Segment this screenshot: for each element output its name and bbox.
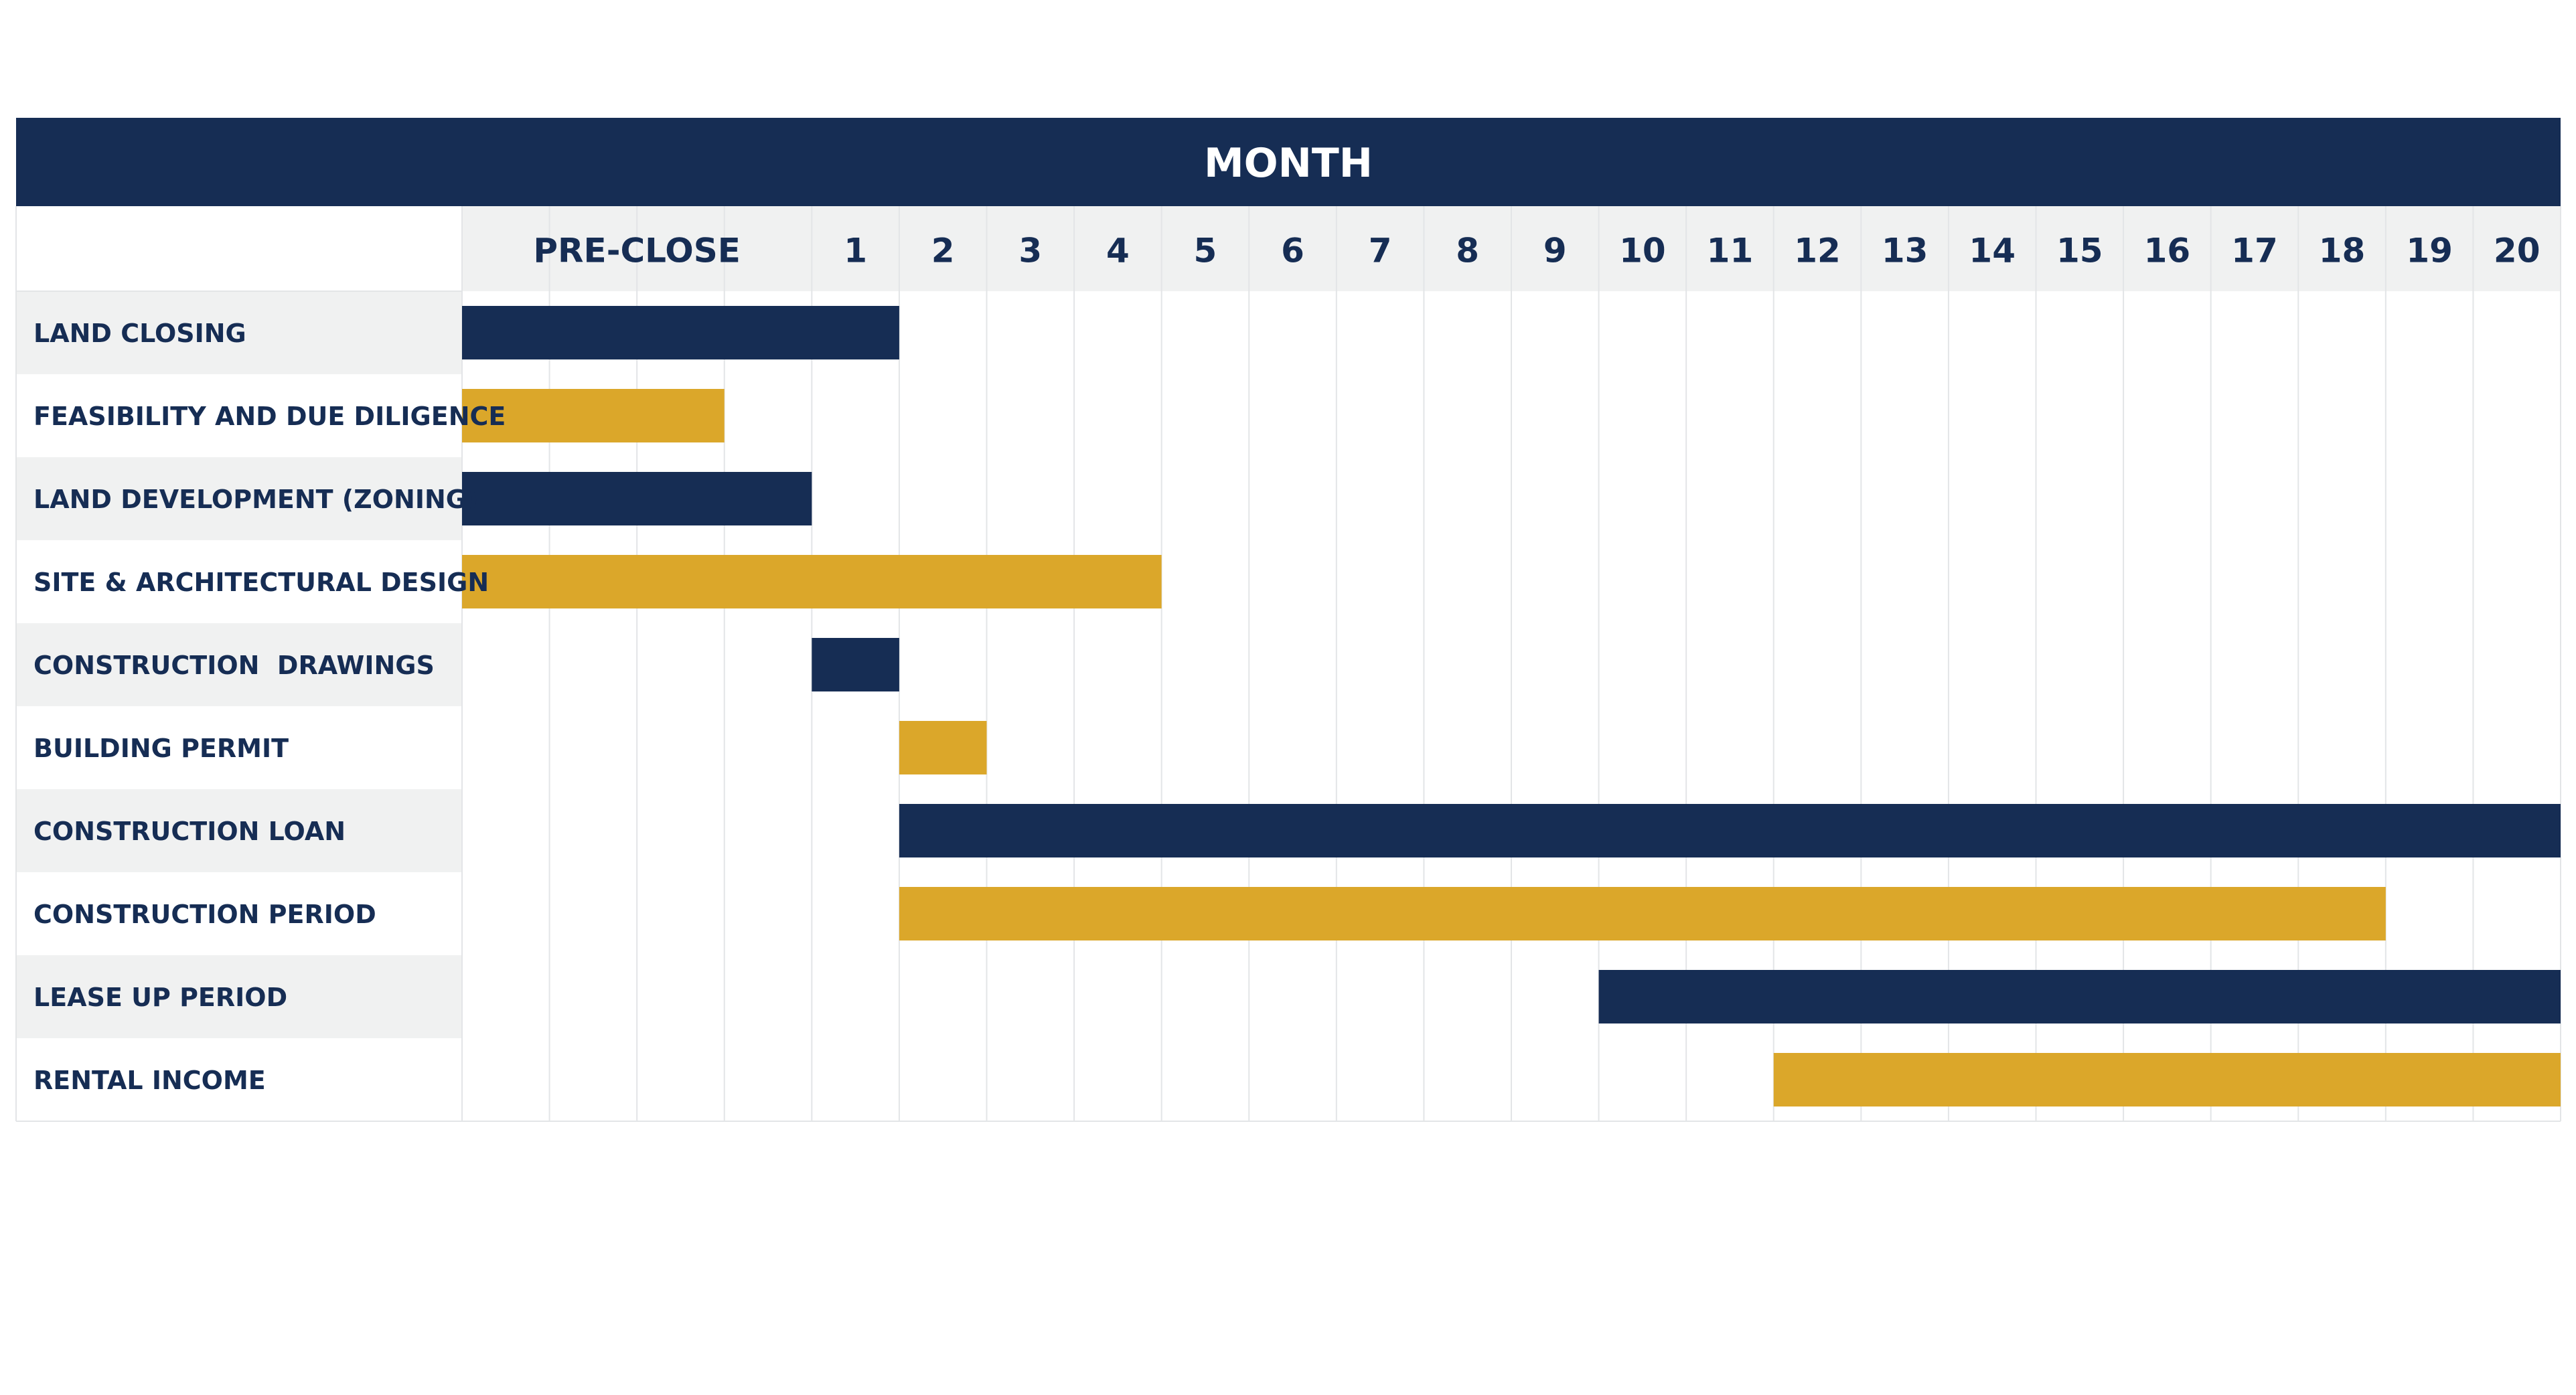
task-bar — [812, 638, 899, 691]
column-label-month: 6 — [1281, 232, 1304, 270]
task-label: RENTAL INCOME — [33, 1066, 266, 1095]
column-label-month: 14 — [1969, 232, 2016, 270]
column-label-month: 4 — [1106, 232, 1130, 270]
column-label-month: 11 — [1707, 232, 1754, 270]
row-stripe — [16, 789, 462, 872]
column-label-month: 16 — [2144, 232, 2191, 270]
column-label-month: 15 — [2056, 232, 2103, 270]
column-label-month: 17 — [2231, 232, 2278, 270]
column-label-month: 10 — [1619, 232, 1666, 270]
column-label-month: 1 — [844, 232, 867, 270]
task-bar — [899, 887, 2386, 940]
column-label-month: 12 — [1794, 232, 1841, 270]
column-label-month: 20 — [2494, 232, 2541, 270]
task-label: FEASIBILITY AND DUE DILIGENCE — [33, 402, 506, 431]
task-label: CONSTRUCTION LOAN — [33, 817, 346, 846]
column-label-pre-close: PRE-CLOSE — [533, 232, 741, 270]
task-bar — [462, 389, 725, 442]
task-label: LAND CLOSING — [33, 319, 246, 348]
chart-title: MONTH — [1204, 140, 1373, 187]
task-label: CONSTRUCTION PERIOD — [33, 900, 376, 929]
task-label: SITE & ARCHITECTURAL DESIGN — [33, 568, 489, 597]
column-label-month: 13 — [1882, 232, 1928, 270]
task-bar — [1773, 1053, 2561, 1106]
row-stripe — [16, 291, 462, 374]
task-bar — [899, 721, 987, 774]
column-label-month: 5 — [1194, 232, 1217, 270]
month-header-bar — [16, 118, 2561, 206]
column-label-month: 19 — [2406, 232, 2453, 270]
grid-lines — [15, 206, 2561, 1122]
row-stripe — [16, 457, 462, 540]
task-bar — [462, 555, 1162, 608]
column-label-month: 3 — [1018, 232, 1042, 270]
task-bar — [1598, 970, 2561, 1023]
task-bar — [899, 804, 2561, 857]
task-label: BUILDING PERMIT — [33, 734, 289, 763]
column-labels: PRE-CLOSE 1 2 3 4 5 6 7 8 9 10 11 12 13 14 15 16 17 18 19 20 — [533, 232, 2540, 270]
task-label: CONSTRUCTION DRAWINGS — [33, 651, 435, 680]
column-label-month: 9 — [1543, 232, 1567, 270]
task-bar — [462, 472, 812, 525]
column-label-month: 7 — [1369, 232, 1392, 270]
task-label: LEASE UP PERIOD — [33, 983, 287, 1012]
column-label-month: 2 — [931, 232, 955, 270]
row-labels: LAND CLOSING FEASIBILITY AND DUE DILIGENC… — [33, 319, 506, 1095]
column-label-month: 8 — [1456, 232, 1479, 270]
task-label: LAND DEVELOPMENT (ZONING) — [33, 485, 478, 514]
task-bars — [462, 306, 2561, 1106]
task-bar — [462, 306, 899, 359]
row-stripe — [16, 623, 462, 706]
row-stripe — [16, 955, 462, 1038]
column-label-month: 18 — [2319, 232, 2366, 270]
